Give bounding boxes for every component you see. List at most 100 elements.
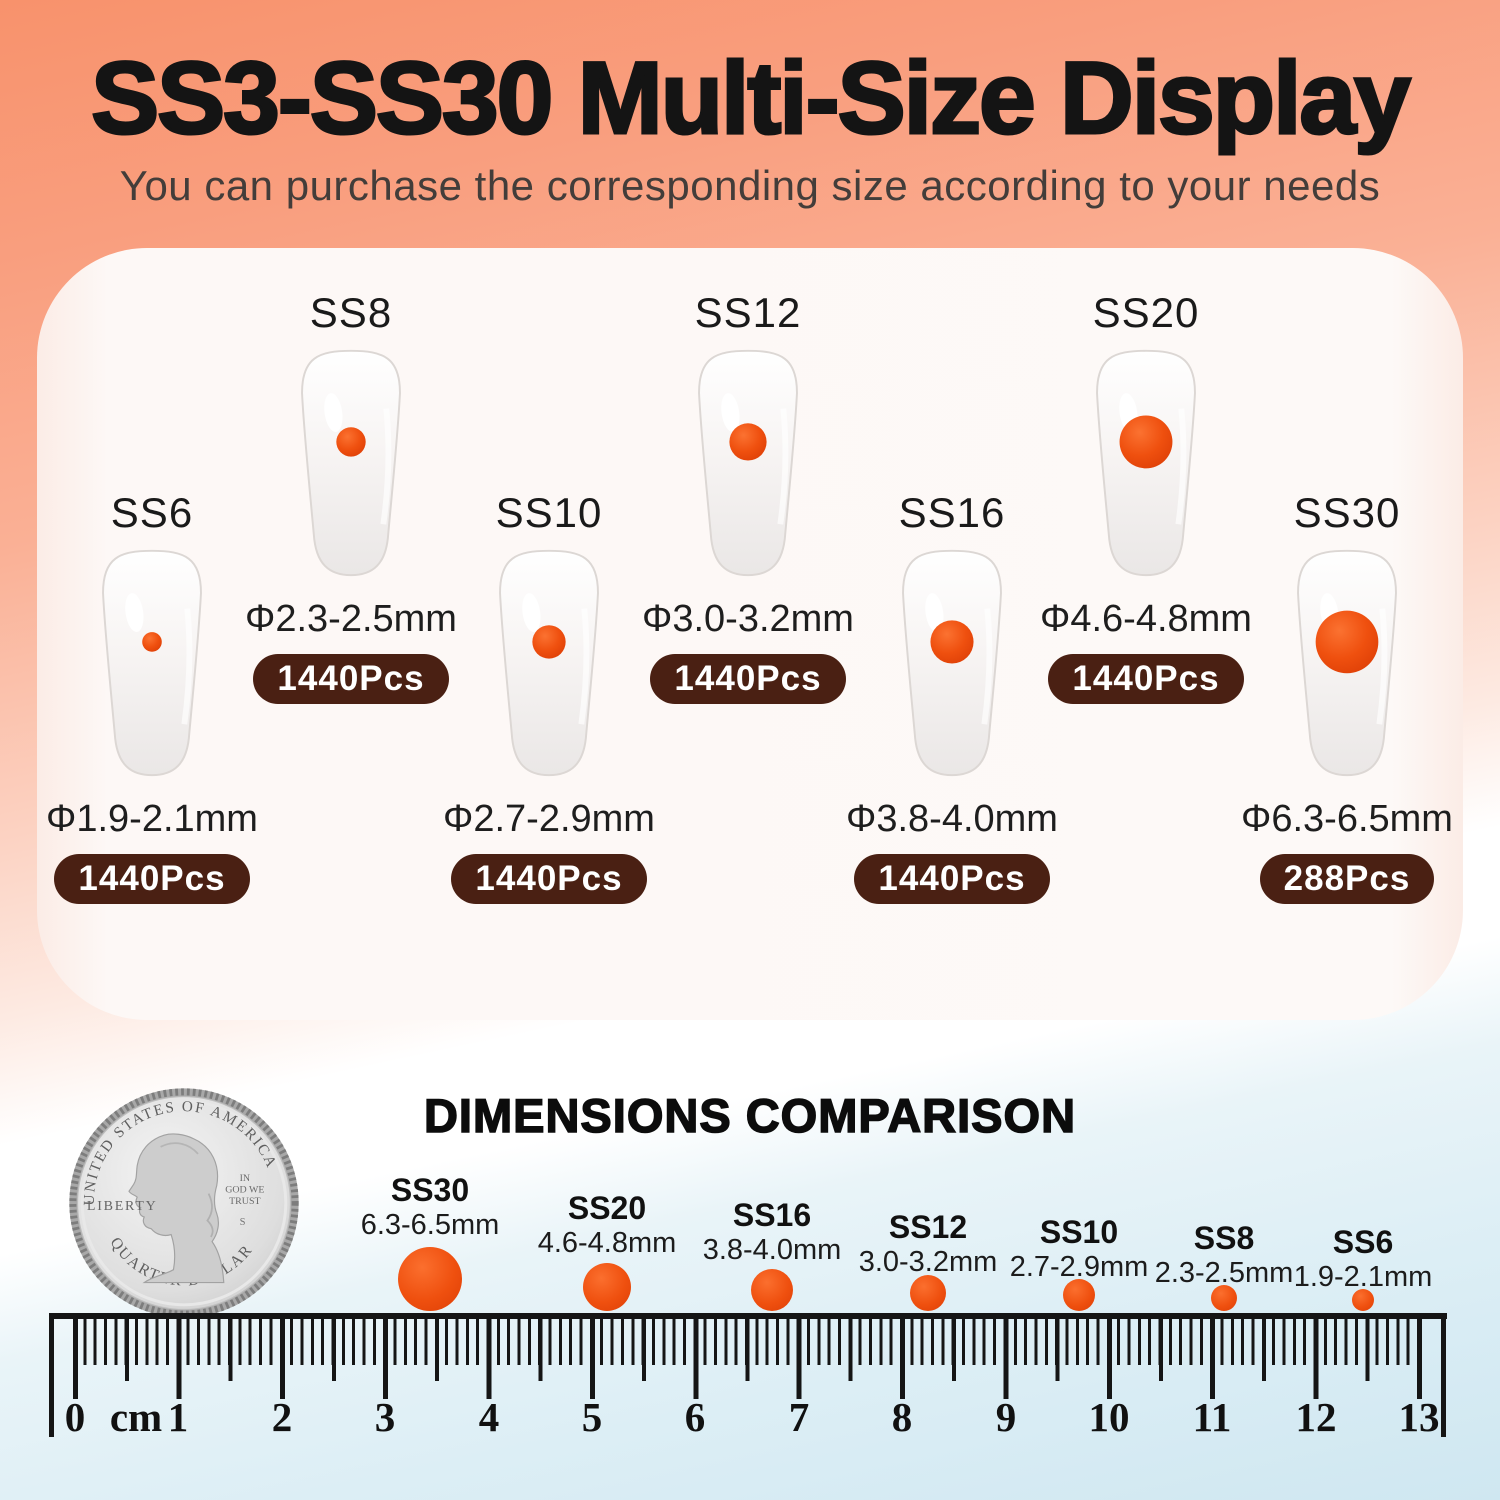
rhinestone-dot-ss16 (751, 1269, 793, 1311)
rhinestone-dot-ss20 (583, 1263, 631, 1311)
ruler-right-edge (1441, 1313, 1446, 1437)
ruler-number: 9 (995, 1394, 1017, 1440)
marker-range: 3.0-3.2mm (858, 1246, 998, 1278)
rhinestone-dot (532, 625, 566, 659)
nail-shape (698, 349, 798, 577)
ruler: 0 cm 1 2 3 4 5 6 7 8 9 10 11 12 13 (49, 1313, 1449, 1453)
marker-ss6: SS6 1.9-2.1mm (1253, 1223, 1473, 1294)
size-name-label: SS12 (694, 289, 802, 336)
coin-motto-line2: GOD WE (225, 1184, 264, 1195)
ruler-cm-ticks (72, 1319, 1425, 1399)
marker-ss12: SS12 3.0-3.2mm (818, 1208, 1038, 1279)
ruler-number: 12 (1295, 1394, 1337, 1440)
profile-hair-line (160, 1142, 199, 1155)
size-name-label: SS6 (110, 489, 194, 536)
nail-shape (102, 549, 202, 777)
nail-tip-image (902, 549, 1002, 777)
quantity-badge: 1440Pcs (451, 854, 647, 904)
marker-ss10: SS10 2.7-2.9mm (969, 1213, 1189, 1284)
quantity-badge: 288Pcs (1259, 854, 1435, 904)
quantity-badge: 1440Pcs (650, 654, 846, 704)
rhinestone-dot (336, 427, 366, 457)
nail-tip-image (301, 349, 401, 577)
nail-tip-image (1297, 549, 1397, 777)
nail-gloss (181, 608, 193, 725)
nail-highlight (522, 593, 541, 632)
ruler-left-edge (49, 1313, 54, 1437)
marker-range: 2.7-2.9mm (1009, 1251, 1149, 1283)
ruler-number: 8 (891, 1394, 913, 1440)
nail-gloss (578, 608, 590, 725)
ruler-number: 2 (271, 1394, 293, 1440)
page-title: SS3-SS30 Multi-Size Display (90, 40, 1413, 157)
coin-motto-line1: IN (240, 1173, 251, 1184)
ruler-number: 11 (1192, 1394, 1232, 1440)
rhinestone-dot (1315, 610, 1379, 674)
quantity-badge: 1440Pcs (854, 854, 1050, 904)
coin-liberty-text: LIBERTY (87, 1198, 158, 1214)
rhinestone-dot (729, 423, 767, 461)
marker-range: 4.6-4.8mm (537, 1227, 677, 1259)
nail-shape (301, 349, 401, 577)
diameter-label: Φ2.7-2.9mm (443, 798, 655, 840)
rhinestone-dot (1119, 415, 1173, 469)
quantity-badge: 1440Pcs (54, 854, 250, 904)
nail-gloss (981, 608, 993, 725)
marker-ss30: SS30 6.3-6.5mm (320, 1171, 540, 1242)
nail-highlight (125, 593, 144, 632)
ruler-top-bar (49, 1313, 1447, 1319)
marker-range: 3.8-4.0mm (702, 1234, 842, 1266)
rhinestone-dot-ss30 (398, 1247, 462, 1311)
ruler-number: 6 (684, 1394, 706, 1440)
size-name-label: SS8 (309, 289, 393, 336)
ruler-number: 4 (478, 1394, 500, 1440)
nail-gloss (777, 408, 789, 525)
nail-card-ss16: SS16 Φ3.8-4.0mm 1440Pcs (842, 490, 1062, 904)
diameter-label: Φ2.3-2.5mm (245, 598, 457, 640)
coin-rim-line (80, 1099, 288, 1307)
size-name-label: SS16 (898, 489, 1006, 536)
rhinestone-dot-ss8 (1211, 1285, 1237, 1311)
coin-motto-line3: TRUST (229, 1196, 260, 1207)
marker-name: SS30 (390, 1172, 470, 1208)
quarter-coin-image: UNITED STATES OF AMERICA QUARTER DOLLAR … (69, 1088, 299, 1318)
nail-tip-image (499, 549, 599, 777)
size-name-label: SS10 (495, 489, 603, 536)
diameter-label: Φ1.9-2.1mm (46, 798, 258, 840)
nail-gloss (380, 408, 392, 525)
ruler-unit-label: cm (109, 1394, 163, 1440)
marker-ss8: SS8 2.3-2.5mm (1114, 1219, 1334, 1290)
nail-tip-image (698, 349, 798, 577)
ruler-number: 3 (374, 1394, 396, 1440)
nail-card-ss8: SS8 Φ2.3-2.5mm 1440Pcs (241, 290, 461, 704)
marker-range: 6.3-6.5mm (360, 1209, 500, 1241)
coin-reeding (69, 1088, 299, 1318)
ruler-number: 10 (1088, 1394, 1130, 1440)
rhinestone-dot-ss12 (910, 1275, 946, 1311)
nail-tip-image (1096, 349, 1196, 577)
diameter-label: Φ3.0-3.2mm (642, 598, 854, 640)
ruler-number: 1 (167, 1394, 189, 1440)
page-subtitle: You can purchase the corresponding size … (119, 162, 1381, 209)
ruler-number: 0 (64, 1394, 86, 1440)
diameter-label: Φ4.6-4.8mm (1040, 598, 1252, 640)
rhinestone-dot (930, 620, 974, 664)
nail-highlight (324, 393, 343, 432)
quantity-badge: 1440Pcs (1048, 654, 1244, 704)
size-name-label: SS30 (1293, 489, 1401, 536)
marker-range: 2.3-2.5mm (1154, 1257, 1294, 1289)
marker-name: SS6 (1332, 1224, 1394, 1260)
nail-gloss (1376, 608, 1388, 725)
profile-queue-line (206, 1193, 214, 1238)
marker-name: SS16 (732, 1197, 812, 1233)
washington-profile (128, 1133, 225, 1284)
ruler-number: 13 (1398, 1394, 1440, 1440)
marker-name: SS8 (1193, 1220, 1255, 1256)
coin-mint-mark: S (240, 1217, 246, 1228)
nail-shape (499, 549, 599, 777)
marker-ss16: SS16 3.8-4.0mm (662, 1196, 882, 1267)
rhinestone-dot-ss6 (1352, 1289, 1374, 1311)
nail-card-ss10: SS10 Φ2.7-2.9mm 1440Pcs (439, 490, 659, 904)
nail-highlight (721, 393, 740, 432)
